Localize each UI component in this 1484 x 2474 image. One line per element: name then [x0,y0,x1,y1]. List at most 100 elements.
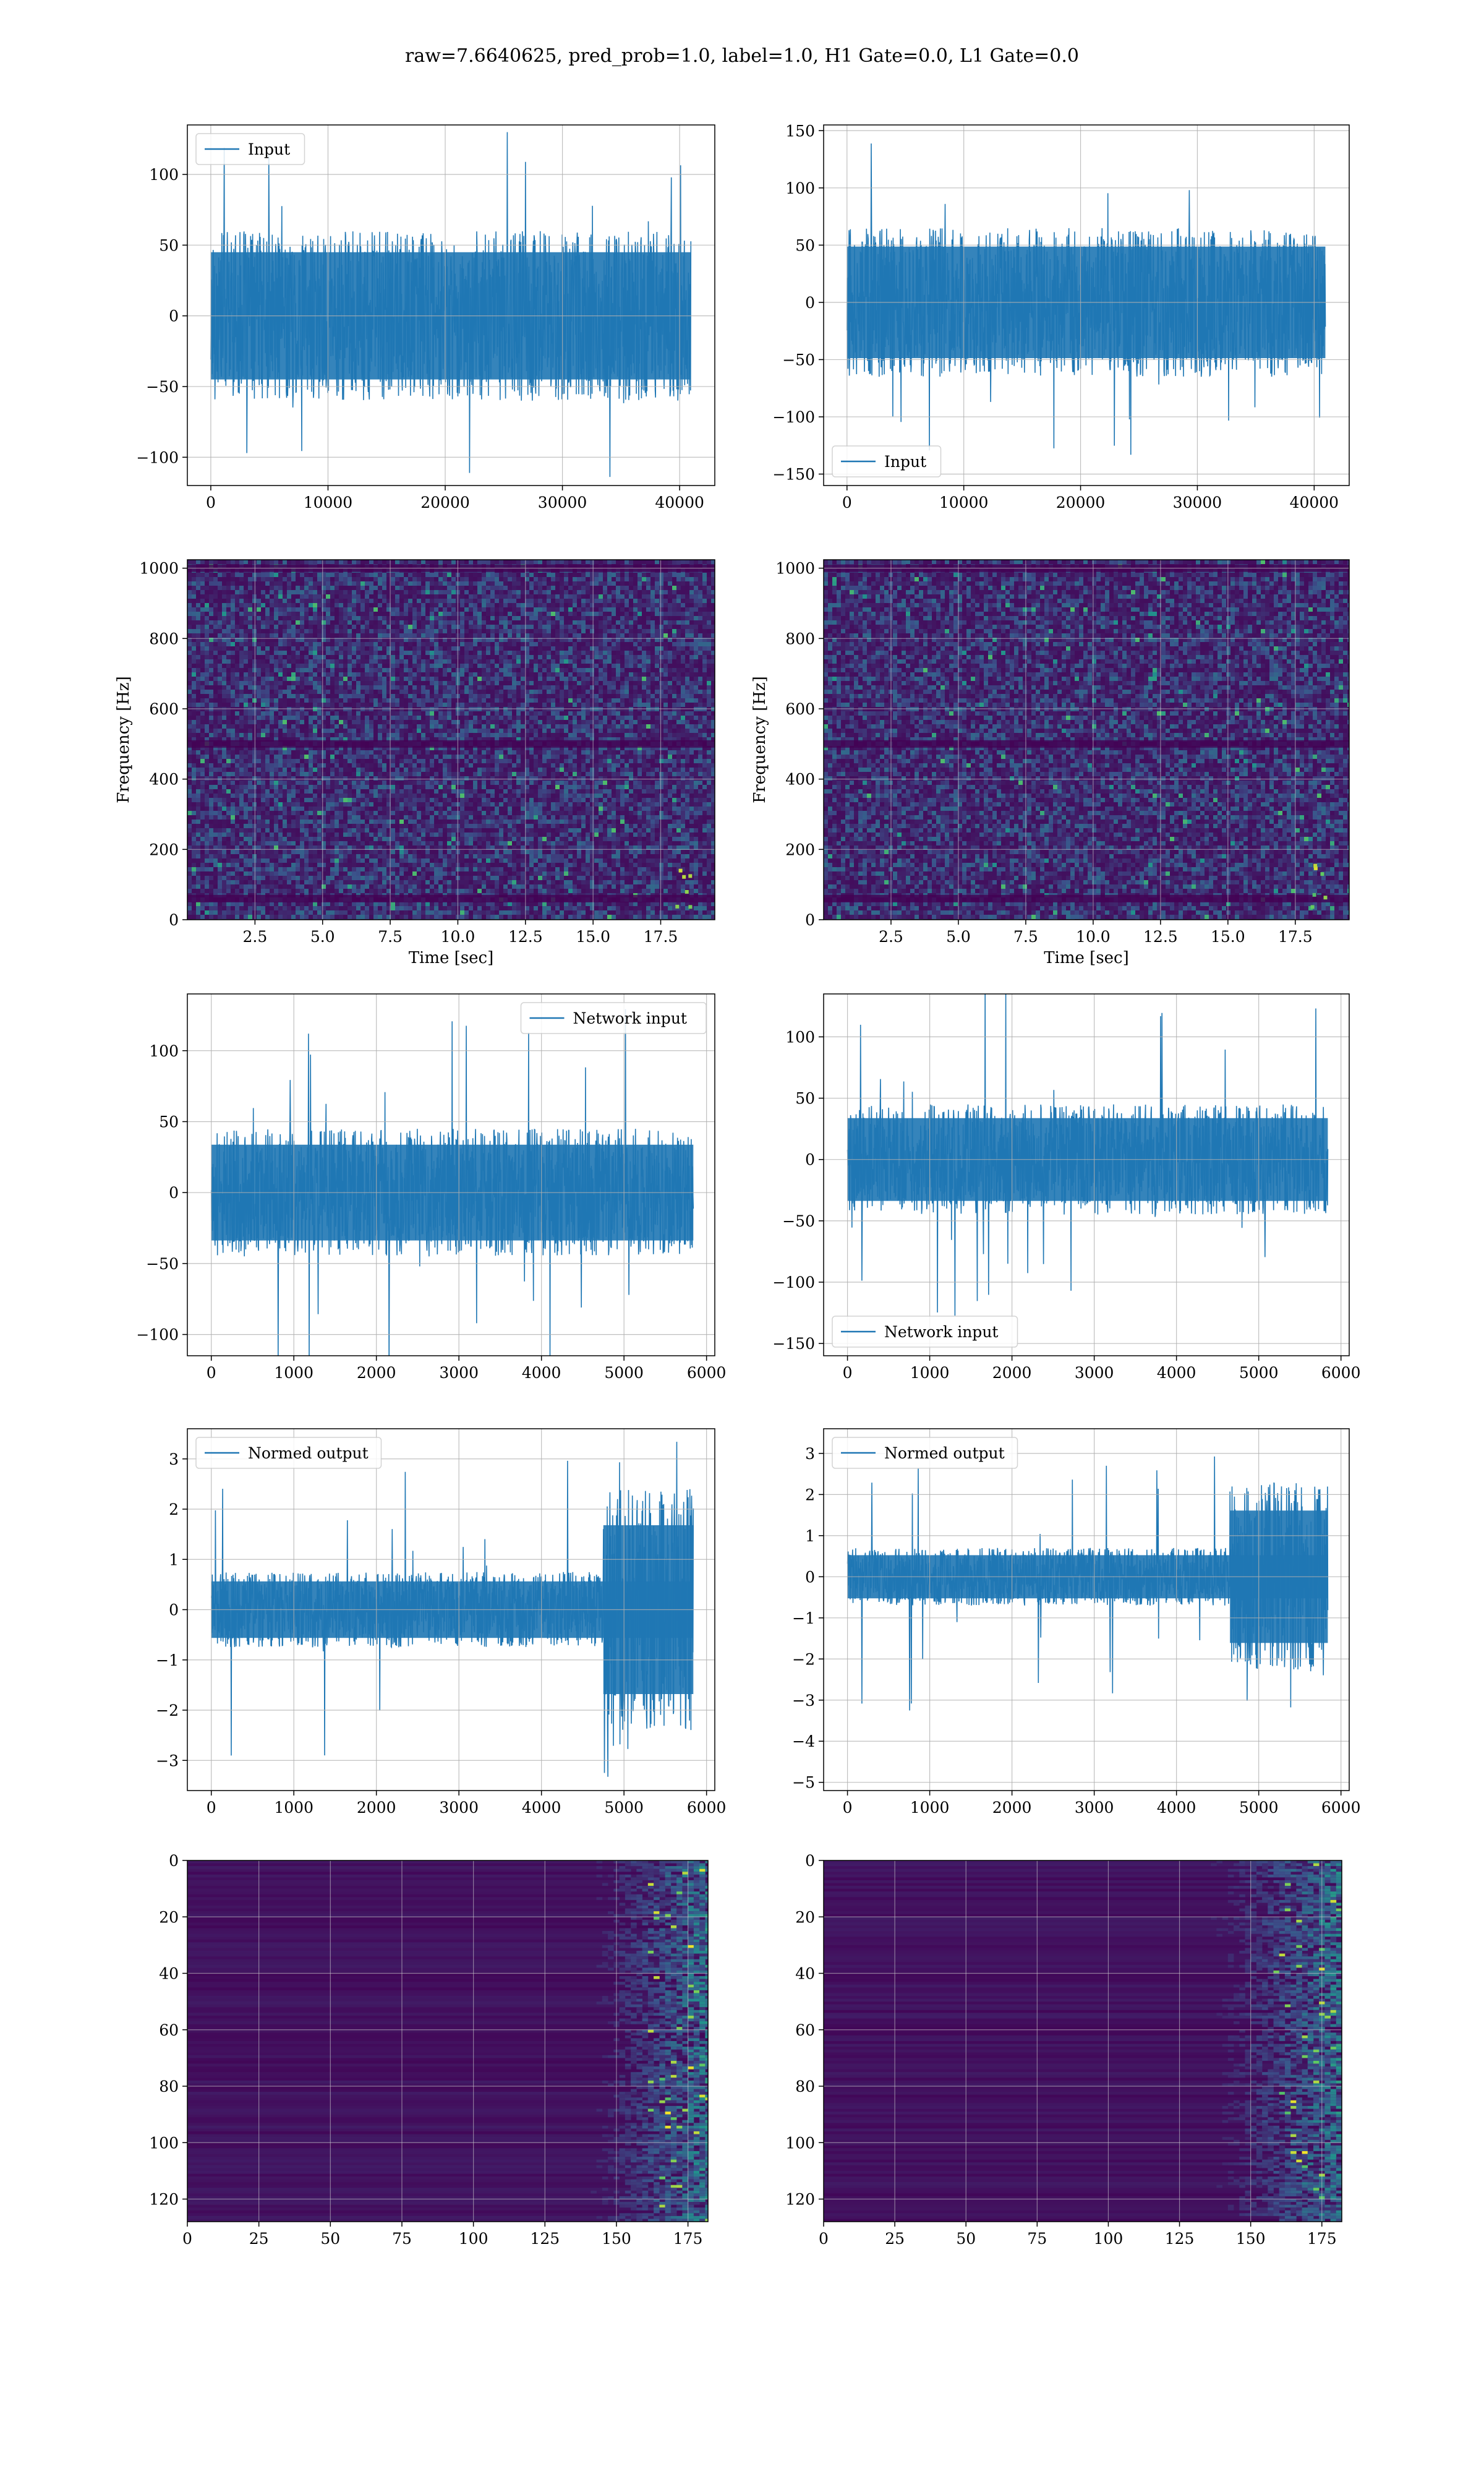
x-tick-label: 1000 [274,1364,313,1382]
plot-area [846,143,1326,455]
x-tick-label: 0 [207,1799,216,1817]
x-tick-label: 2.5 [242,928,267,946]
plot-area [210,1009,694,1356]
panel-l1-normed-output: 0 1000 2000 3000 4000 5000 6000 −5 −4 −3 −2 −1 0 1 2 3 N… [792,1428,1361,1817]
y-tick-label: 60 [795,2021,815,2039]
x-tick-label: 7.5 [378,928,403,946]
panel-l1-spectrogram: 2.5 5.0 7.5 10.0 12.5 15.0 17.5 0 200 400 600 800 10… [751,559,1350,967]
y-tick-label: 100 [149,2134,179,2152]
bright-pixel [682,875,686,879]
x-tick-label: 0 [207,1364,216,1382]
x-tick-label: 175 [1307,2230,1337,2248]
bright-pixel [678,868,683,873]
y-tick-label: −100 [772,408,815,426]
grid [824,560,1349,920]
x-tick-label: 1000 [910,1799,950,1817]
legend: Input [195,133,305,165]
x-tick-label: 10.0 [441,928,475,946]
plot-area [824,1860,1342,2222]
y-tick-label: 100 [785,1028,815,1046]
y-tick-label: 100 [149,166,179,184]
bright-pixel [688,874,693,878]
x-tick-label: 6000 [1321,1364,1361,1382]
x-tick-label: 0 [819,2230,829,2248]
axes-frame [823,124,1350,486]
axes-frame [823,1860,1342,2222]
y-tick-label: −50 [146,1255,179,1273]
x-tick-label: 3000 [439,1364,479,1382]
y-tick-label: 0 [805,1151,815,1169]
spectral-line-band [824,740,1349,748]
panels: 0 10000 20000 30000 40000−100−50050100Input0… [114,122,1361,2248]
y-tick-label: −4 [792,1732,815,1750]
y-tick-label: −50 [782,351,815,369]
x-tick-label: 150 [1236,2230,1266,2248]
x-tick-label: 40000 [1290,494,1339,511]
y-tick-label: 0 [169,911,179,929]
y-tick-label: −1 [792,1609,815,1627]
bright-pixel [688,905,693,909]
x-tick-label: 5.0 [310,928,335,946]
panel-l1-network-input: 0 1000 2000 3000 4000 5000 6000 −150 −100 −50 0 50 1… [772,993,1361,1382]
x-tick-label: 10000 [939,494,989,511]
legend-label: Network input [573,1009,687,1027]
y-tick-label: 100 [785,179,815,197]
axes-frame [187,1860,709,2222]
panel-l1-input: 0 10000 20000 30000 40000 −150 −100 −50 0 50 100 15… [772,122,1350,511]
bright-pixel [684,889,689,894]
legend: Input [832,445,942,477]
x-tick-label: 100 [1094,2230,1124,2248]
x-tick-label: 2000 [357,1364,396,1382]
x-tick-label: 1000 [910,1364,950,1382]
y-tick-label: 20 [159,1908,179,1926]
y-tick-label: 50 [795,236,815,254]
x-tick-label: 5000 [604,1799,644,1817]
plot-area [187,560,715,920]
x-tick-label: 12.5 [508,928,543,946]
panel-h1-network-input: 0 1000 2000 3000 4000 5000 6000 −100 −50 0 50 100 Ne… [136,993,726,1382]
x-tick-label: 0 [206,494,216,511]
x-tick-label: 50 [320,2230,340,2248]
legend-label: Input [248,140,290,158]
x-tick-label: 15.0 [576,928,610,946]
y-tick-label: 0 [169,1184,179,1202]
bright-pixel [1323,896,1328,900]
y-tick-label: 50 [159,236,179,254]
y-tick-label: 50 [159,1113,179,1131]
legend: Normed output [832,1437,1018,1469]
x-tick-label: 30000 [538,494,587,511]
grid [187,1429,715,1791]
x-tick-label: 20000 [1056,494,1106,511]
bright-pixel [1320,872,1324,876]
y-tick-label: 400 [149,771,179,789]
y-tick-label: 0 [169,1601,179,1619]
x-tick-label: 175 [673,2230,703,2248]
y-tick-label: 2 [805,1486,815,1504]
x-tick-label: 1000 [274,1799,313,1817]
grid [824,1429,1349,1791]
y-tick-label: 50 [795,1090,815,1108]
x-tick-label: 2.5 [879,928,903,946]
y-tick-label: 120 [149,2191,179,2209]
grid [187,125,715,486]
y-tick-label: −150 [772,465,815,483]
y-tick-label: −1 [156,1651,179,1669]
legend: Network input [832,1316,1018,1348]
y-tick-label: −50 [146,378,179,396]
plot-area [210,132,692,477]
y-tick-label: 60 [159,2021,179,2039]
y-tick-label: 0 [169,1852,179,1870]
y-tick-label: 1 [169,1551,179,1569]
x-tick-label: 3000 [439,1799,479,1817]
y-tick-label: −150 [772,1335,815,1353]
legend-label: Network input [884,1323,998,1341]
y-tick-label: 200 [785,841,815,858]
x-axis-label: Time [sec] [409,949,494,967]
y-tick-label: 2 [169,1500,179,1518]
legend: Normed output [195,1437,382,1469]
y-tick-label: 0 [805,1852,815,1870]
y-tick-label: 200 [149,841,179,858]
x-axis-label: Time [sec] [1044,949,1129,967]
x-tick-label: 75 [1027,2230,1047,2248]
y-tick-label: 1000 [775,560,815,578]
